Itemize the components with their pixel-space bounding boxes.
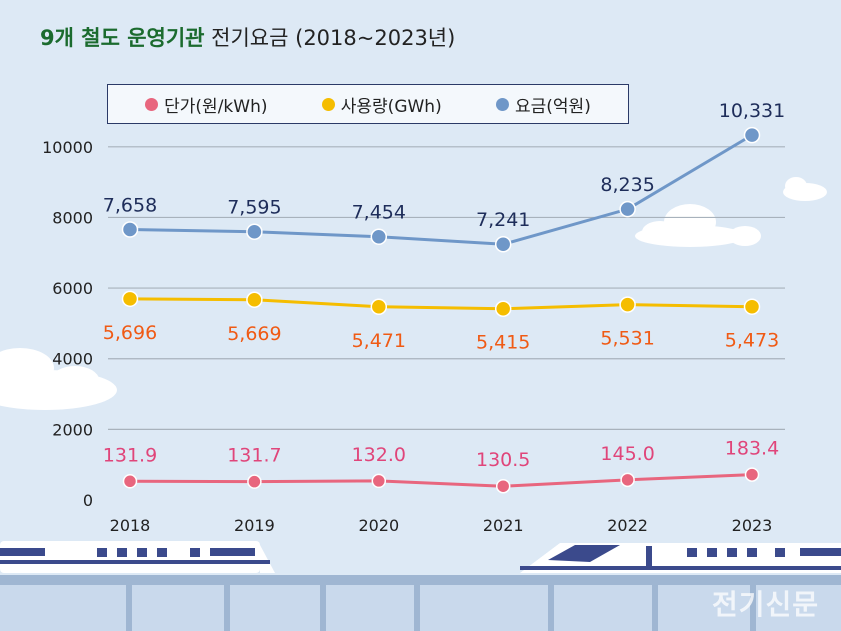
- data-label-unit_price: 132.0: [352, 444, 406, 466]
- data-label-fee: 10,331: [719, 100, 785, 122]
- data-point-unit_price: [122, 474, 138, 489]
- data-label-usage: 5,473: [725, 330, 779, 352]
- legend-label-fee: 요금(억원): [515, 96, 591, 117]
- data-point-fee: [370, 228, 388, 245]
- data-point-fee: [619, 200, 636, 218]
- data-point-unit_price: [247, 474, 262, 489]
- chart-title-bold: 9개 철도 운영기관: [40, 26, 205, 50]
- data-label-usage: 5,471: [352, 330, 406, 352]
- y-tick-label: 0: [83, 491, 93, 510]
- series-fee: 7,658 7,595 7,454 7,241 8,235 10,331: [103, 100, 785, 253]
- data-point-unit_price: [371, 473, 387, 489]
- chart-title-rest: 전기요금 (2018~2023년): [211, 26, 456, 50]
- y-axis-ticks: 0 2000 4000 6000 8000 10000: [42, 138, 93, 510]
- data-label-unit_price: 145.0: [600, 443, 654, 465]
- data-point-usage: [121, 290, 139, 308]
- data-label-fee: 8,235: [600, 174, 654, 196]
- x-tick-label: 2019: [234, 516, 275, 535]
- x-tick-label: 2022: [607, 516, 648, 535]
- data-label-fee: 7,454: [352, 202, 406, 224]
- series-line-usage: [129, 297, 753, 311]
- data-label-unit_price: 183.4: [725, 438, 779, 460]
- data-point-usage: [743, 298, 761, 315]
- y-tick-label: 4000: [52, 350, 93, 369]
- data-point-fee: [743, 126, 761, 144]
- data-point-unit_price: [620, 472, 635, 488]
- series-layer: 131.9 131.7 132.0 130.5 145.0 183.4 5,696 5,669…: [103, 100, 785, 494]
- data-label-usage: 5,696: [103, 322, 157, 344]
- data-point-fee: [121, 221, 139, 238]
- chart-legend: 단가(원/kWh) 사용량(GWh) 요금(억원): [107, 84, 629, 124]
- series-usage: 5,696 5,669 5,471 5,415 5,531 5,473: [103, 290, 779, 354]
- y-tick-label: 2000: [52, 420, 93, 439]
- bridge-illustration: [0, 575, 841, 631]
- data-label-unit_price: 131.9: [103, 444, 157, 466]
- data-point-usage: [619, 296, 636, 313]
- x-tick-label: 2020: [358, 516, 399, 535]
- data-label-usage: 5,669: [227, 323, 281, 345]
- cloud-decoration: [0, 177, 827, 410]
- y-tick-label: 6000: [52, 279, 93, 298]
- legend-dot-fee: [496, 97, 509, 111]
- x-tick-label: 2018: [110, 516, 151, 535]
- data-label-unit_price: 131.7: [227, 445, 281, 467]
- data-label-unit_price: 130.5: [476, 449, 530, 471]
- y-tick-label: 10000: [42, 138, 93, 157]
- data-point-usage: [246, 291, 263, 309]
- data-point-fee: [246, 223, 263, 240]
- data-point-usage: [370, 298, 388, 316]
- legend-item-usage: 사용량(GWh): [321, 92, 442, 117]
- data-label-fee: 7,658: [103, 195, 157, 217]
- chart-title: 9개 철도 운영기관 전기요금 (2018~2023년): [40, 22, 455, 52]
- data-label-fee: 7,595: [227, 197, 281, 219]
- data-point-usage: [494, 300, 512, 317]
- data-label-usage: 5,531: [600, 328, 654, 350]
- grid-lines: [108, 146, 785, 430]
- x-axis-ticks: 2018 2019 2020 2021 2022 2023: [110, 516, 773, 535]
- series-line-unit_price: [129, 473, 753, 488]
- data-point-fee: [494, 235, 512, 253]
- series-unit_price: 131.9 131.7 132.0 130.5 145.0 183.4: [103, 438, 779, 494]
- legend-item-fee: 요금(억원): [496, 92, 591, 117]
- data-label-usage: 5,415: [476, 332, 530, 354]
- data-point-unit_price: [495, 478, 511, 494]
- train-illustration: [0, 541, 841, 573]
- watermark-logo: 전기신문: [711, 588, 819, 621]
- series-line-fee: [129, 133, 753, 246]
- legend-label-usage: 사용량(GWh): [340, 96, 442, 117]
- legend-dot-unit-price: [145, 97, 159, 111]
- y-tick-label: 8000: [52, 208, 93, 227]
- x-tick-label: 2023: [732, 516, 773, 535]
- legend-dot-usage: [321, 97, 335, 111]
- legend-item-unit-price: 단가(원/kWh): [145, 92, 267, 117]
- data-label-fee: 7,241: [476, 209, 530, 231]
- data-point-unit_price: [744, 467, 760, 482]
- legend-label-unit-price: 단가(원/kWh): [164, 96, 268, 117]
- x-tick-label: 2021: [483, 516, 524, 535]
